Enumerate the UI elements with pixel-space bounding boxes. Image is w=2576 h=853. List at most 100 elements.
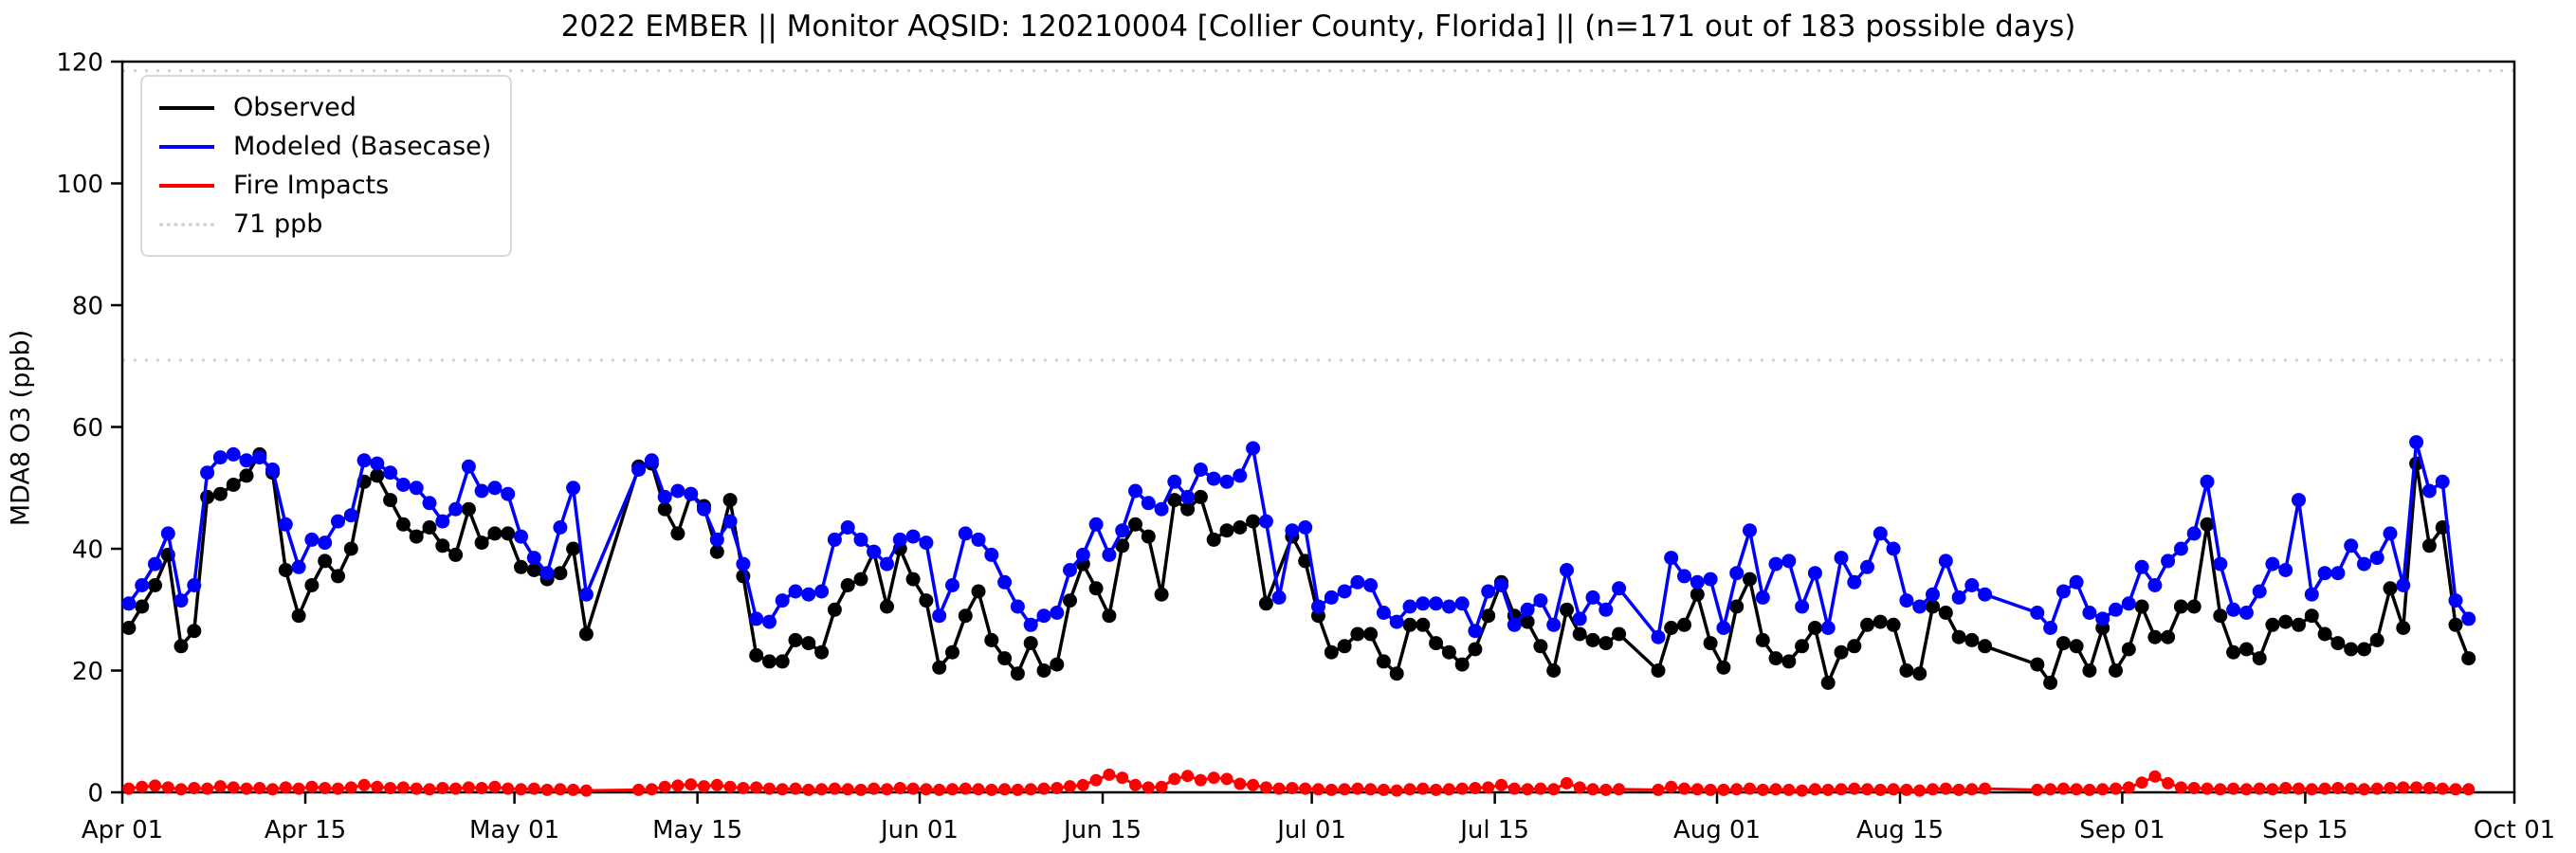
- fire-impacts-marker: [2214, 783, 2227, 796]
- modeled-marker: [1729, 566, 1745, 581]
- observed-marker: [1258, 596, 1273, 611]
- fire-impacts-marker: [475, 782, 488, 794]
- observed-marker: [2043, 675, 2058, 690]
- observed-marker: [1429, 636, 1444, 651]
- modeled-marker: [1246, 441, 1261, 456]
- observed-marker: [827, 602, 842, 617]
- legend: Observed Modeled (Basecase) Fire Impacts…: [140, 75, 512, 257]
- fire-impacts-marker: [763, 782, 776, 795]
- fire-impacts-marker: [723, 780, 737, 793]
- modeled-marker: [1703, 572, 1718, 587]
- fire-impacts-marker: [1482, 781, 1495, 794]
- observed-marker: [1363, 626, 1379, 642]
- modeled-marker: [2448, 593, 2463, 608]
- fire-impacts-marker: [1325, 783, 1338, 796]
- fire-impacts-marker: [1116, 771, 1129, 785]
- observed-marker: [722, 493, 738, 508]
- modeled-marker: [539, 566, 555, 581]
- modeled-marker: [2134, 559, 2149, 574]
- observed-marker: [1807, 621, 1822, 635]
- observed-marker: [2252, 651, 2267, 666]
- fire-impacts-marker: [357, 778, 371, 791]
- fire-impacts-marker: [1900, 783, 1913, 796]
- observed-marker: [2186, 599, 2201, 614]
- modeled-marker: [239, 453, 254, 468]
- x-tick-label: Jul 01: [1275, 816, 1346, 844]
- fire-impacts-marker: [1939, 782, 1952, 795]
- modeled-marker: [2213, 556, 2228, 572]
- modeled-marker: [461, 459, 476, 474]
- modeled-marker: [788, 584, 803, 599]
- modeled-marker: [1585, 590, 1600, 605]
- observed-marker: [1193, 489, 1208, 504]
- fire-impacts-marker: [1521, 783, 1534, 796]
- modeled-marker: [2278, 563, 2293, 577]
- observed-marker: [2357, 642, 2371, 657]
- modeled-marker: [631, 463, 647, 477]
- modeled-marker: [1873, 526, 1888, 541]
- observed-marker: [1180, 501, 1196, 517]
- observed-marker: [788, 632, 803, 647]
- modeled-marker: [1219, 474, 1234, 489]
- fire-impacts-marker: [305, 780, 319, 793]
- observed-marker: [1023, 636, 1038, 651]
- modeled-marker: [2383, 526, 2398, 541]
- fire-impacts-marker: [1965, 783, 1979, 796]
- observed-marker: [801, 636, 816, 651]
- observed-marker: [1703, 636, 1718, 651]
- chart-title: 2022 EMBER || Monitor AQSID: 120210004 […: [560, 9, 2076, 44]
- fire-impacts-marker: [1338, 783, 1351, 796]
- observed-marker: [1926, 599, 1940, 614]
- legend-item-71ppb: 71 ppb: [159, 205, 493, 244]
- modeled-marker: [2200, 474, 2215, 489]
- modeled-marker: [1755, 590, 1770, 605]
- fire-impacts-marker: [1808, 783, 1821, 796]
- fire-impacts-marker: [1744, 782, 1756, 795]
- modeled-marker: [1599, 602, 1614, 617]
- observed-marker: [1102, 608, 1117, 624]
- observed-marker: [1141, 529, 1156, 544]
- modeled-marker: [2173, 541, 2188, 556]
- observed-marker: [1768, 651, 1783, 666]
- fire-impacts-marker: [201, 782, 214, 795]
- fire-impacts-marker: [868, 782, 881, 795]
- observed-marker: [526, 563, 541, 577]
- observed-marker: [148, 578, 162, 592]
- observed-marker: [1886, 617, 1901, 632]
- fire-impacts-marker: [658, 780, 671, 793]
- modeled-marker: [1233, 468, 1248, 483]
- modeled-marker: [1389, 614, 1404, 629]
- modeled-marker: [1612, 581, 1627, 596]
- fire-impacts-marker: [2384, 782, 2397, 794]
- modeled-marker: [1363, 578, 1379, 592]
- observed-marker: [1716, 660, 1731, 675]
- modeled-marker: [1834, 551, 1849, 566]
- observed-marker: [135, 599, 150, 614]
- modeled-marker: [2082, 606, 2097, 620]
- fire-impacts-marker: [1403, 783, 1416, 796]
- fire-impacts-marker: [319, 782, 332, 794]
- fire-impacts-marker: [1821, 783, 1835, 796]
- modeled-marker: [2435, 474, 2450, 489]
- observed-marker: [501, 526, 516, 541]
- fire-impacts-marker: [972, 783, 985, 796]
- modeled-marker: [1298, 520, 1313, 535]
- fire-impacts-marker: [2227, 782, 2240, 795]
- fire-impacts-marker: [632, 783, 646, 796]
- fire-impacts-marker: [1704, 783, 1717, 796]
- fire-impacts-marker: [410, 782, 423, 795]
- x-tick-label: Jun 15: [1062, 816, 1142, 844]
- fire-impacts-marker: [1796, 784, 1809, 797]
- fire-impacts-marker: [2162, 776, 2175, 789]
- modeled-marker: [304, 532, 320, 547]
- modeled-marker: [2109, 602, 2123, 617]
- fire-impacts-marker: [1678, 782, 1690, 795]
- modeled-marker: [2304, 587, 2319, 602]
- fire-impacts-marker: [737, 782, 750, 794]
- observed-marker: [1206, 532, 1221, 547]
- modeled-marker: [212, 450, 228, 465]
- x-tick-label: Sep 15: [2262, 816, 2348, 844]
- observed-marker: [2055, 636, 2071, 651]
- modeled-marker: [174, 593, 189, 608]
